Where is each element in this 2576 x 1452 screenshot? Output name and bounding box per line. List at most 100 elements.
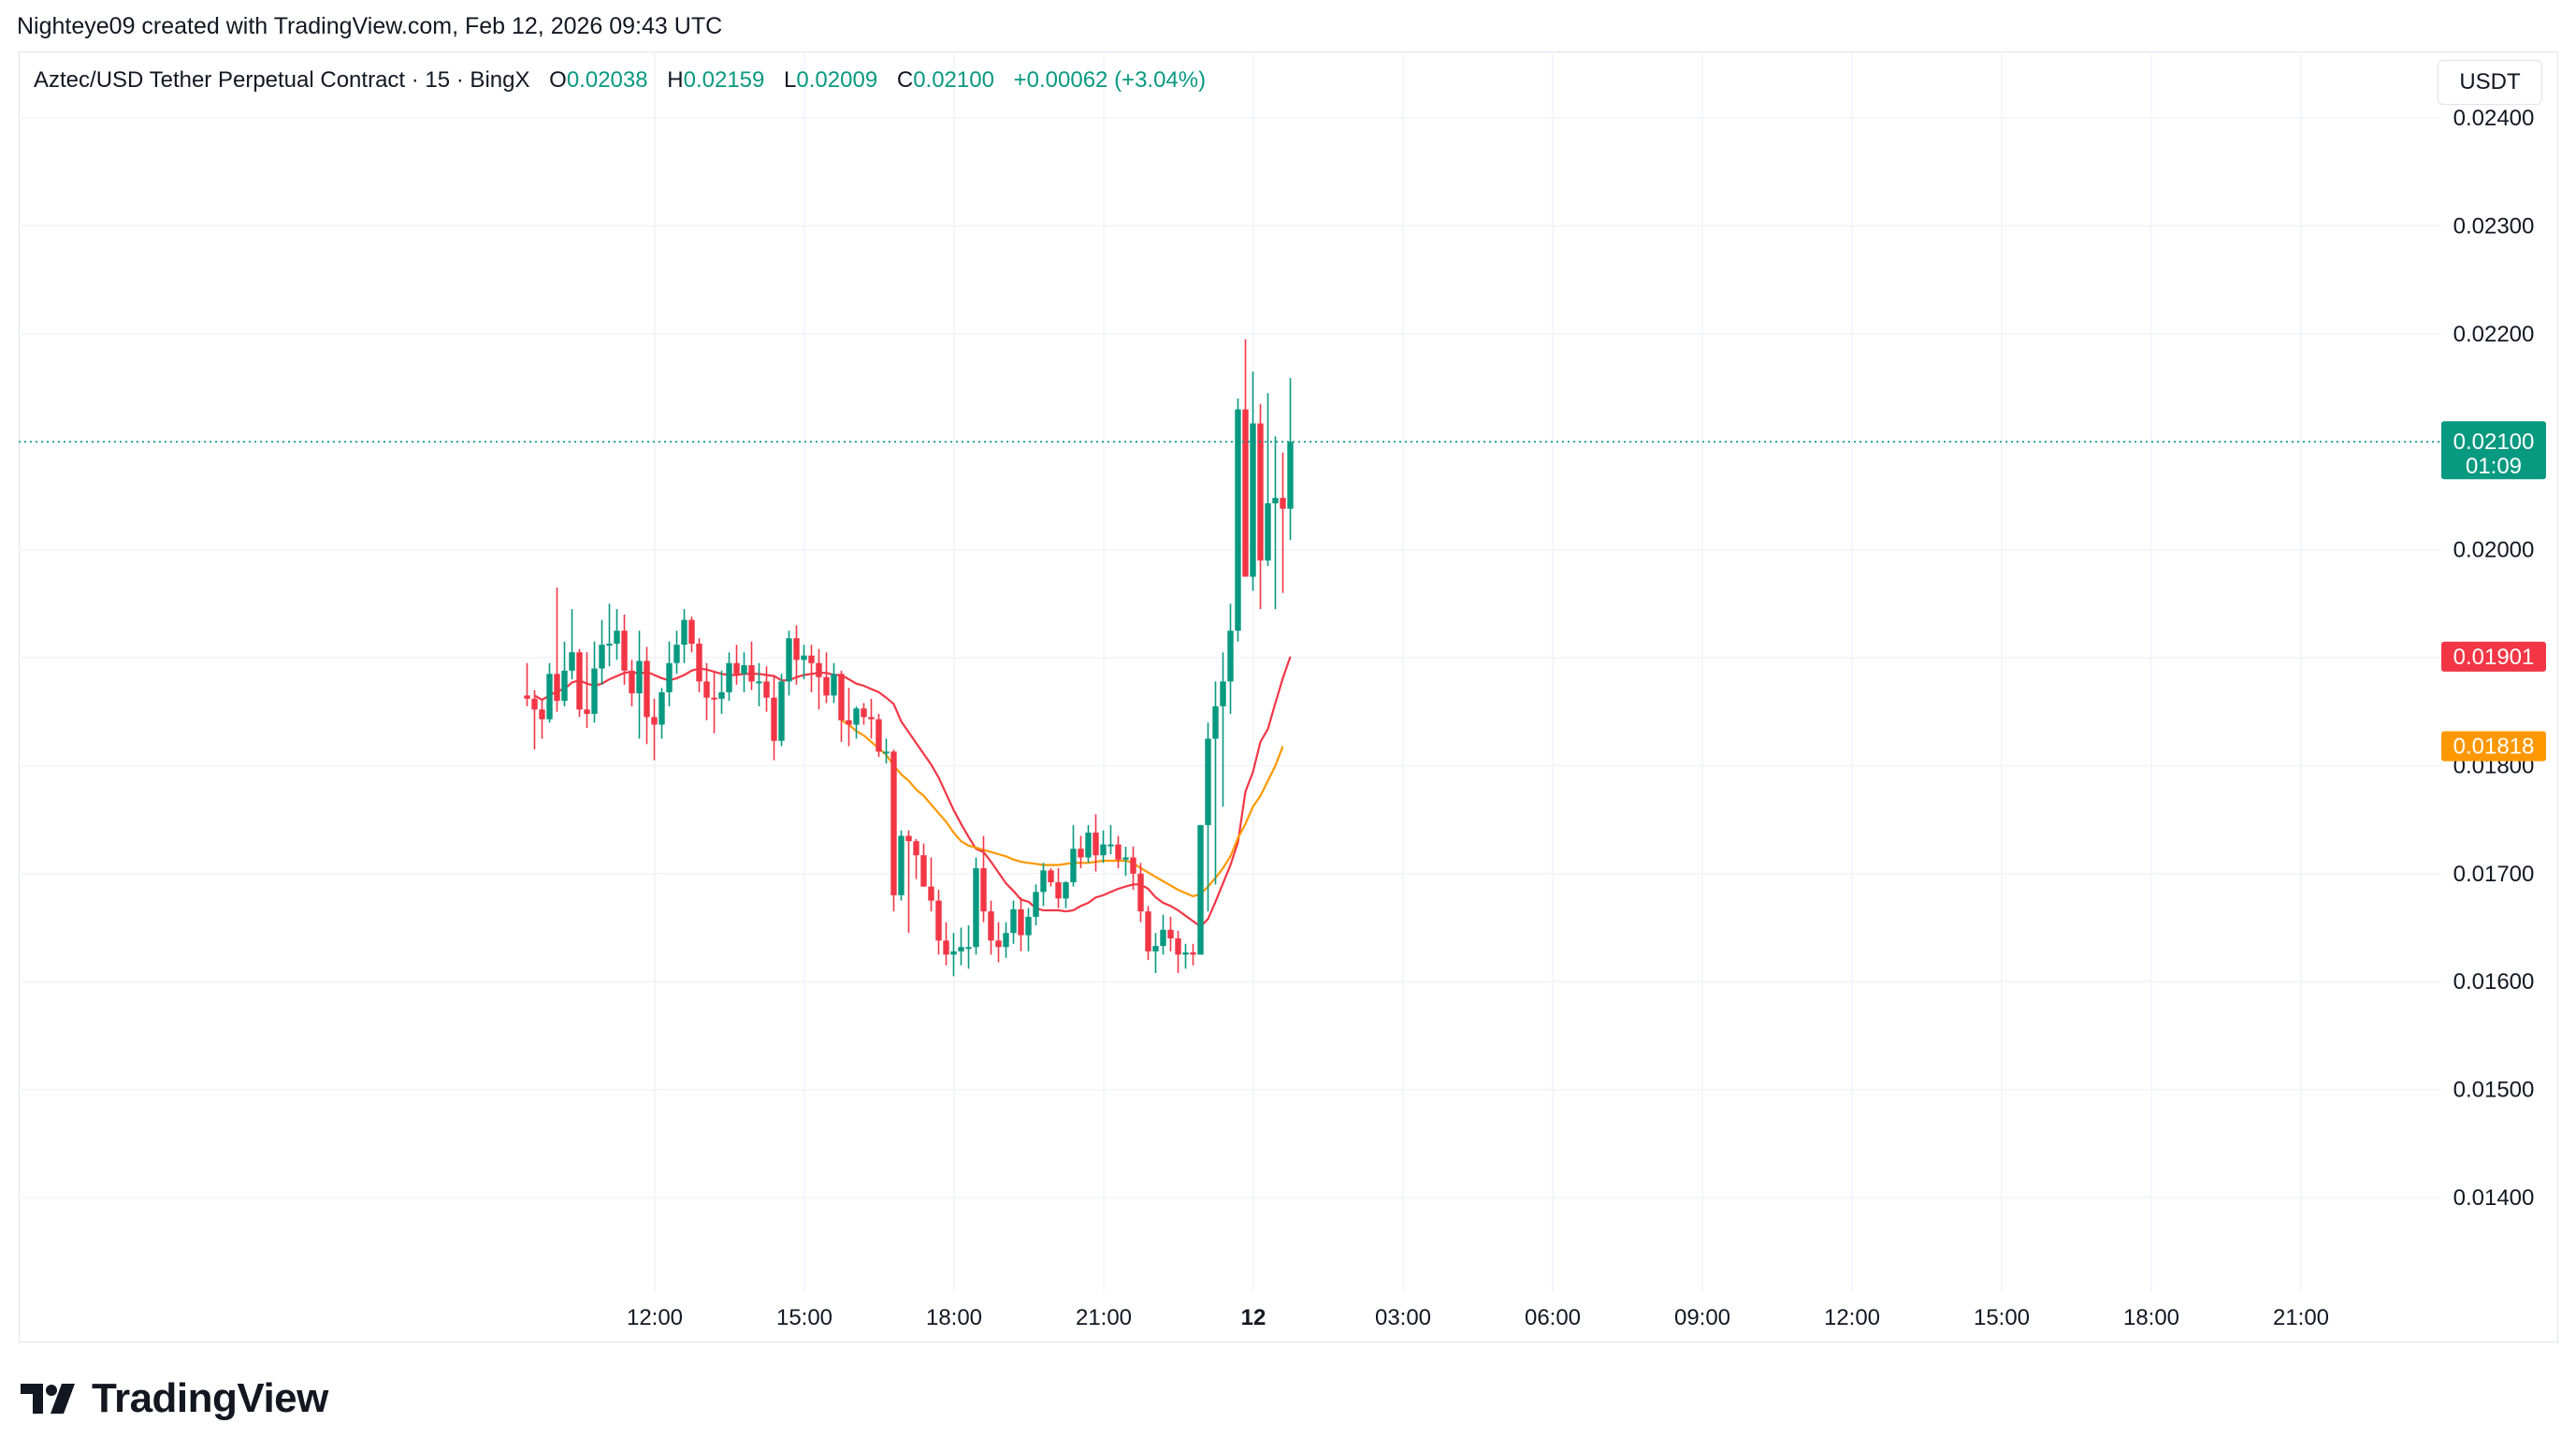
high-value: 0.02159 xyxy=(683,67,765,93)
candle-body xyxy=(943,940,949,955)
candle-body xyxy=(1063,882,1069,899)
x-tick-label: 21:00 xyxy=(2273,1305,2329,1330)
candle-down xyxy=(621,614,628,685)
currency-label: USDT xyxy=(2459,69,2521,94)
candle-up xyxy=(958,927,964,966)
candle-body xyxy=(726,662,732,692)
low-label: L xyxy=(784,67,797,93)
x-tick-label: 18:00 xyxy=(926,1305,982,1330)
candle-up xyxy=(1033,884,1039,926)
candle-up xyxy=(1205,722,1211,912)
y-tick-label: 0.02300 xyxy=(2453,213,2535,239)
candle-body xyxy=(1242,409,1249,577)
candle-up xyxy=(1025,908,1032,951)
candle-body xyxy=(801,655,807,661)
candle-down xyxy=(539,698,545,739)
brand-name: TradingView xyxy=(92,1375,328,1421)
candle-up xyxy=(1197,824,1204,955)
candle-body xyxy=(883,751,890,754)
tradingview-logo[interactable]: TradingView xyxy=(21,1375,328,1422)
candle-down xyxy=(531,690,538,750)
candle-up xyxy=(1220,652,1226,807)
candle-body xyxy=(1227,631,1234,682)
candle-body xyxy=(1040,870,1047,893)
ema-value-label: 0.01818 xyxy=(2453,734,2535,760)
candle-body xyxy=(920,855,927,887)
symbol-title[interactable]: Aztec/USD Tether Perpetual Contract · 15… xyxy=(34,67,530,93)
candle-body xyxy=(1100,844,1107,856)
candle-body xyxy=(793,638,800,661)
candle-body xyxy=(1115,844,1122,860)
candle-down xyxy=(876,714,882,758)
candle-body xyxy=(973,868,979,948)
candle-body xyxy=(658,691,665,725)
candle-body xyxy=(606,643,613,646)
candle-up xyxy=(1287,378,1294,541)
candle-down xyxy=(980,835,987,922)
candle-body xyxy=(1025,916,1032,936)
candle-body xyxy=(569,652,575,671)
y-tick-label: 0.01500 xyxy=(2453,1078,2535,1103)
candle-body xyxy=(1152,946,1159,951)
candle-body xyxy=(1287,442,1294,509)
candle-body xyxy=(876,719,882,752)
candle-body xyxy=(741,665,747,675)
candle-body xyxy=(853,708,860,725)
candle-down xyxy=(1167,916,1174,951)
candle-up xyxy=(614,609,620,661)
x-tick-label: 18:00 xyxy=(2123,1305,2179,1330)
candle-body xyxy=(838,674,845,720)
candle-body xyxy=(771,697,777,741)
candle-body xyxy=(644,661,650,718)
candle-up xyxy=(965,925,972,969)
candle-down xyxy=(1130,846,1136,891)
candle-down xyxy=(943,922,949,966)
y-tick-label: 0.01600 xyxy=(2453,969,2535,995)
candle-body xyxy=(1280,498,1286,509)
candle-up xyxy=(1040,863,1047,907)
candle-body xyxy=(905,835,912,842)
candle-down xyxy=(554,587,560,712)
candle-up xyxy=(1182,943,1189,969)
candle-body xyxy=(1145,911,1151,951)
candle-body xyxy=(696,643,702,682)
candle-body xyxy=(718,691,725,699)
candle-up xyxy=(1010,900,1017,944)
candle-up xyxy=(569,609,575,680)
last-price-tag xyxy=(2441,421,2546,480)
candle-body xyxy=(621,631,628,671)
candle-body xyxy=(599,645,605,669)
candle-up xyxy=(606,603,613,667)
candle-body xyxy=(591,668,598,715)
candle-down xyxy=(1055,868,1062,908)
candle-body xyxy=(688,619,695,644)
candle-down xyxy=(1190,943,1196,966)
y-tick-label: 0.01400 xyxy=(2453,1185,2535,1211)
candle-up xyxy=(591,641,598,723)
candle-body xyxy=(666,662,673,692)
candle-body xyxy=(980,868,987,912)
close-label: C xyxy=(896,67,914,93)
candle-body xyxy=(1272,498,1279,503)
currency-button[interactable]: USDT xyxy=(2438,60,2542,105)
candle-body xyxy=(861,708,867,718)
candle-down xyxy=(935,890,942,955)
candle-up xyxy=(666,641,673,706)
candle-down xyxy=(823,652,830,704)
candles xyxy=(524,339,1294,977)
candle-up xyxy=(1085,824,1092,864)
candle-down xyxy=(920,843,927,887)
candle-body xyxy=(995,940,1002,948)
candle-body xyxy=(868,717,875,719)
candle-body xyxy=(763,681,770,698)
candle-body xyxy=(1167,929,1174,939)
candle-down xyxy=(651,698,658,761)
candle-body xyxy=(531,698,538,710)
candle-down xyxy=(890,749,897,912)
candle-body xyxy=(1070,849,1077,883)
x-tick-label: 09:00 xyxy=(1674,1305,1730,1330)
candle-up xyxy=(546,662,553,723)
low-value: 0.02009 xyxy=(796,67,878,93)
candle-down xyxy=(584,652,590,729)
